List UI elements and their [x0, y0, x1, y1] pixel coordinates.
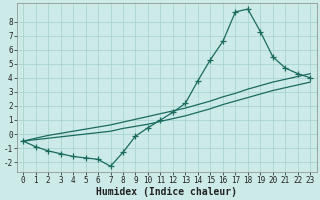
- X-axis label: Humidex (Indice chaleur): Humidex (Indice chaleur): [96, 186, 237, 197]
